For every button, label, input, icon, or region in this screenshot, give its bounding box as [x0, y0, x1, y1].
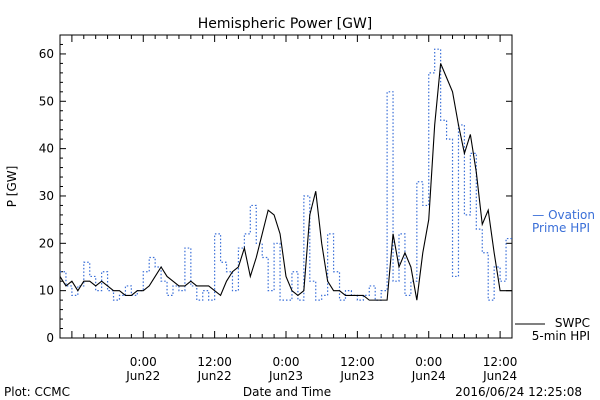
legend-swpc-line1: SWPC [555, 316, 590, 330]
legend-swpc-line2: 5-min HPI [532, 329, 590, 343]
y-tick-label: 10 [39, 284, 54, 298]
x-axis-ticks: 0:00Jun2212:00Jun220:00Jun2312:00Jun230:… [71, 35, 518, 383]
y-axis-label: P [GW] [5, 166, 19, 208]
x-tick-label-date: Jun22 [125, 369, 160, 383]
x-tick-label-date: Jun23 [339, 369, 374, 383]
y-tick-label: 30 [39, 189, 54, 203]
y-tick-label: 50 [39, 94, 54, 108]
plot-credit: Plot: CCMC [4, 385, 70, 399]
series-line-ovation-prime [60, 48, 512, 301]
legend-ovation-line1: — Ovation [532, 208, 595, 222]
x-tick-label-date: Jun24 [411, 369, 446, 383]
x-tick-label-time: 0:00 [273, 355, 300, 369]
y-tick-label: 40 [39, 142, 54, 156]
y-axis-ticks: 0 10 20 30 40 50 60 [39, 43, 512, 345]
chart-title: Hemispheric Power [GW] [198, 16, 373, 32]
x-tick-label-time: 12:00 [340, 355, 375, 369]
x-axis-label: Date and Time [243, 385, 331, 399]
x-tick-label-date: Jun24 [482, 369, 517, 383]
x-tick-label-time: 12:00 [197, 355, 232, 369]
x-tick-label-date: Jun22 [197, 369, 232, 383]
series-layer [59, 48, 512, 301]
y-tick-label: 60 [39, 47, 54, 61]
x-tick-label-date: Jun23 [268, 369, 303, 383]
legend-ovation-line2: Prime HPI [532, 221, 590, 235]
plot-frame [59, 34, 513, 339]
x-tick-label-time: 0:00 [130, 355, 157, 369]
plot-timestamp: 2016/06/24 12:25:08 [455, 385, 582, 399]
y-tick-label: 20 [39, 236, 54, 250]
x-tick-label-time: 12:00 [483, 355, 518, 369]
series-line-swpc [59, 63, 512, 301]
x-tick-label-time: 0:00 [415, 355, 442, 369]
y-tick-label: 0 [46, 331, 54, 345]
